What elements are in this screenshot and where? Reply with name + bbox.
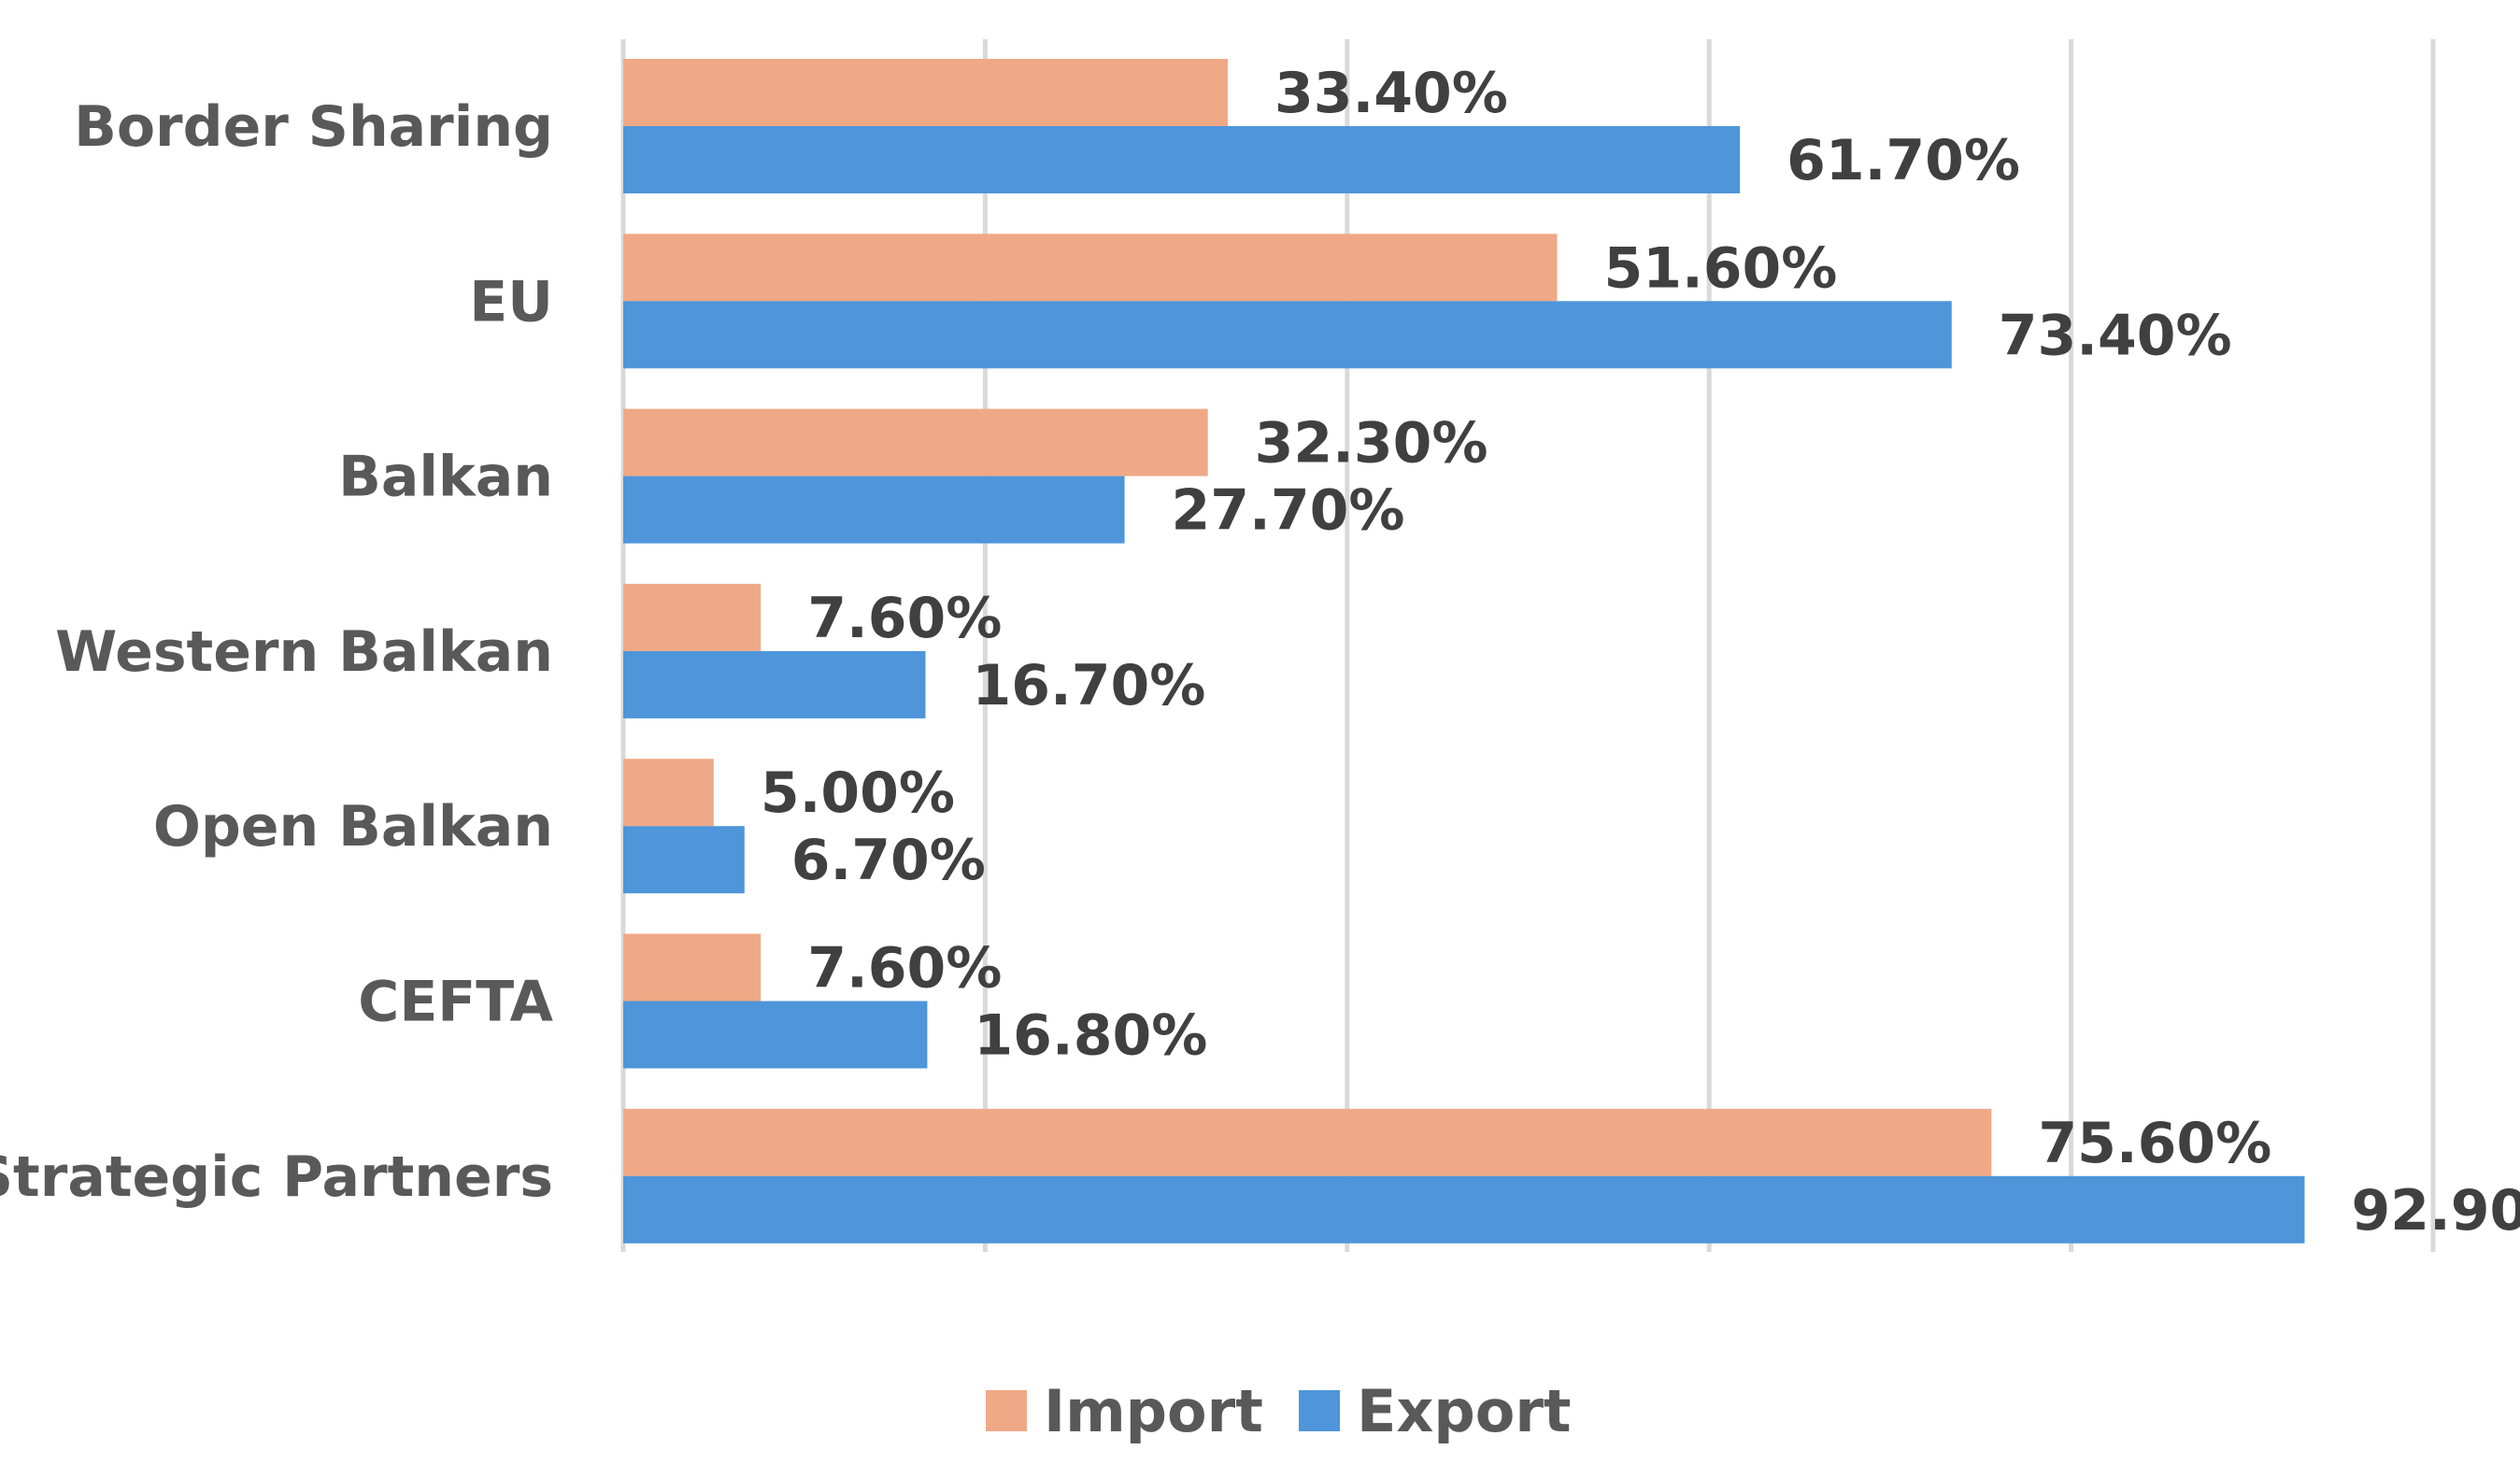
import-data-label: 7.60% [807,936,1002,1002]
category-label: Western Balkan [55,619,553,685]
import-bar [623,583,762,651]
export-data-label: 16.80% [974,1003,1207,1069]
bars [623,59,2305,1244]
import-data-label: 5.00% [761,760,955,826]
export-data-label: 6.70% [791,828,986,893]
legend-swatch-export [1299,1390,1340,1431]
export-bar [623,301,1952,369]
category-axis-labels: Border Sharing EU Balkan Western Balkan Open… [0,94,554,1210]
import-data-label: 7.60% [807,586,1002,651]
export-data-label: 27.70% [1172,478,1405,544]
export-bar [623,650,926,718]
import-bar [623,759,714,827]
import-bar [623,933,762,1002]
export-bar [623,1175,2305,1244]
export-bar [623,826,745,894]
category-label: Open Balkan [153,794,553,860]
import-bar [623,59,1228,126]
category-label: EU [469,269,553,334]
legend: Import Export [986,1377,1572,1445]
export-data-label: 92.90% [2351,1178,2520,1244]
export-data-label: 73.40% [1999,303,2232,368]
legend-swatch-import [986,1390,1027,1431]
export-bar [623,1001,928,1069]
import-data-label: 51.60% [1603,235,1837,301]
import-bar [623,408,1208,476]
import-data-label: 75.60% [2038,1111,2271,1176]
category-label: Border Sharing [74,94,553,160]
export-data-label: 61.70% [1787,128,2020,193]
import-bar [623,234,1558,302]
legend-label-export: Export [1357,1377,1572,1445]
data-labels: 33.40% 61.70% 51.60% 73.40% 32.30%27.70% 7.60… [761,61,2520,1244]
import-data-label: 33.40% [1274,61,1508,126]
legend-label-import: Import [1044,1377,1263,1445]
export-data-label: 16.70% [972,653,1205,718]
category-label: Balkan [338,445,553,510]
export-bar [623,126,1741,193]
import-bar [623,1108,1992,1176]
category-label: Strategic Partners [0,1144,553,1210]
category-label: CEFTA [358,970,553,1035]
import-data-label: 32.30% [1255,411,1488,476]
export-bar [623,476,1125,544]
